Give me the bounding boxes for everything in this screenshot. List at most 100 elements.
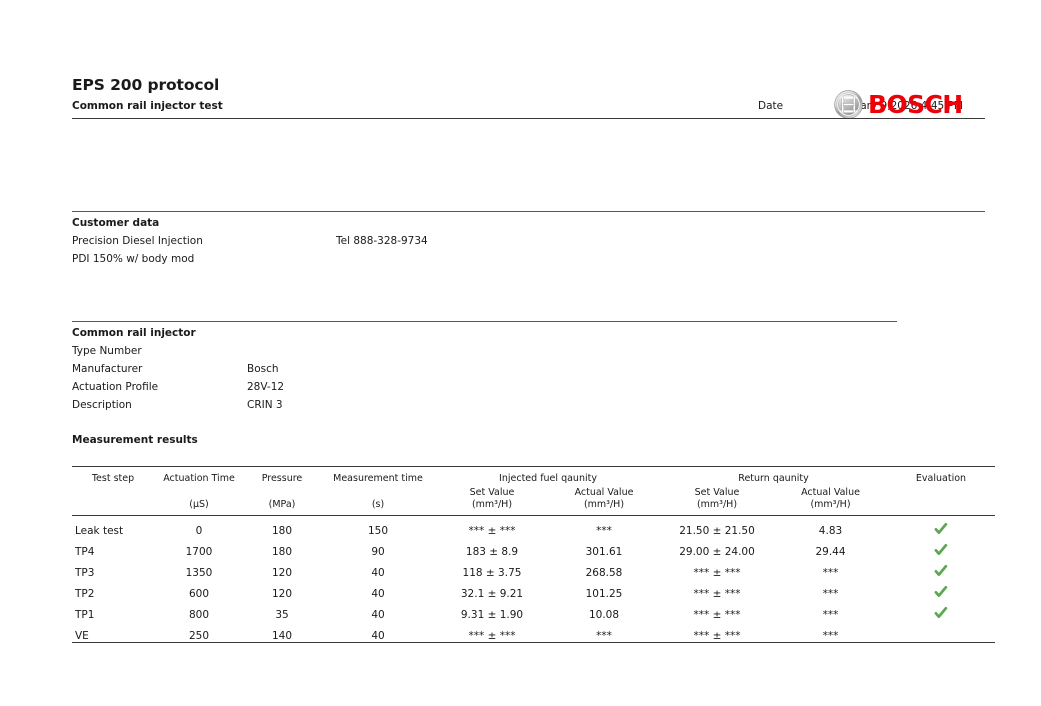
table-cell-measurement-time: 40 (371, 630, 385, 642)
table-row: VE 250 140 40 *** ± *** *** *** ± *** *** (72, 621, 995, 643)
bosch-wordmark: BOSCH (868, 89, 963, 119)
col-header-measurement-time: Measurement time (333, 473, 423, 484)
table-cell-measurement-time: 40 (371, 588, 385, 600)
table-cell-injected-set-value: 32.1 ± 9.21 (460, 588, 524, 600)
subheader-return-actual-value: Actual Value (mm³/H) (774, 487, 887, 516)
table-cell-test-step: TP3 (75, 567, 95, 579)
table-row: TP2 600 120 40 32.1 ± 9.21 101.25 *** ± *** *** (72, 579, 995, 600)
table-cell-return-actual-value: 4.83 (818, 525, 843, 537)
subheader-unit: (mm³/H) (810, 499, 851, 510)
pass-check-icon (934, 522, 948, 535)
subheader-unit: (mm³/H) (471, 499, 513, 510)
table-cell-return-actual-value: *** (822, 630, 839, 642)
subheader-injected-set-value: Set Value (mm³/H) (436, 487, 548, 516)
document-header: EPS 200 protocol Common rail injector te… (72, 76, 985, 119)
table-cell-pressure: 35 (275, 609, 289, 621)
table-cell-actuation-time: 600 (188, 588, 210, 600)
table-cell-evaluation (887, 537, 995, 558)
table-cell-evaluation (887, 579, 995, 600)
table-cell-test-step: VE (75, 630, 89, 642)
table-cell-injected-set-value: *** ± *** (468, 525, 516, 537)
table-group-header-row: Test step Actuation Time Pressure Measur… (72, 466, 995, 488)
table-unit-header-row: (µS) (MPa) (s) Set Value (mm³/H) Actual … (72, 487, 995, 516)
table-cell-injected-actual-value: *** (596, 630, 612, 642)
table-cell-pressure: 180 (271, 546, 293, 558)
col-header-actuation-time: Actuation Time (163, 473, 235, 484)
table-cell-return-set-value: 21.50 ± 21.50 (679, 525, 755, 537)
customer-telephone: Tel 888-328-9734 (336, 235, 428, 247)
table-cell-measurement-time: 150 (367, 525, 389, 537)
table-cell-injected-actual-value: 268.58 (585, 567, 623, 579)
injector-section-divider (72, 321, 897, 322)
bosch-armature-icon (834, 89, 863, 119)
table-cell-injected-actual-value: 101.25 (585, 588, 623, 600)
col-header-return-quantity: Return qaunity (738, 473, 809, 484)
table-cell-return-actual-value: *** (822, 609, 839, 621)
table-row: Leak test 0 180 150 *** ± *** *** 21.50 ± 21.5… (72, 516, 995, 538)
field-label: Manufacturer (72, 363, 143, 375)
document-subtitle: Common rail injector test (72, 100, 223, 112)
unit-pressure: (MPa) (268, 499, 296, 510)
col-header-test-step: Test step (91, 473, 135, 484)
field-label: Type Number (72, 345, 142, 357)
table-cell-pressure: 120 (271, 567, 293, 579)
subheader-return-set-value: Set Value (mm³/H) (660, 487, 774, 516)
header-divider (72, 118, 985, 119)
measurement-results-heading: Measurement results (72, 434, 198, 446)
subheader-injected-actual-value: Actual Value (mm³/H) (548, 487, 660, 516)
table-row: TP4 1700 180 90 183 ± 8.9 301.61 29.00 ± 24.00… (72, 537, 995, 558)
table-cell-test-step: Leak test (75, 525, 124, 537)
measurement-results-table: Test step Actuation Time Pressure Measur… (72, 466, 995, 643)
col-header-evaluation: Evaluation (915, 473, 967, 484)
header-subtitle-row: Common rail injector test Date Febuary 9… (72, 89, 985, 119)
field-value: CRIN 3 (247, 399, 283, 411)
injector-section: Common rail injector Type Number Manufac… (72, 324, 985, 414)
subheader-label: Actual Value (801, 487, 860, 498)
subheader-label: Set Value (694, 487, 740, 498)
customer-data-section: Customer data Precision Diesel Injection… (72, 214, 985, 268)
table-cell-injected-actual-value: 301.61 (585, 546, 623, 558)
unit-evaluation (887, 487, 995, 516)
table-cell-evaluation (887, 516, 995, 538)
table-cell-measurement-time: 40 (371, 567, 385, 579)
col-header-pressure: Pressure (261, 473, 303, 484)
table-cell-injected-actual-value: 10.08 (588, 609, 620, 621)
customer-name: Precision Diesel Injection (72, 235, 203, 247)
pass-check-icon (934, 543, 948, 556)
unit-test-step (72, 487, 154, 516)
subheader-unit: (mm³/H) (583, 499, 625, 510)
table-cell-injected-set-value: 183 ± 8.9 (465, 546, 519, 558)
customer-section-divider (72, 211, 985, 212)
col-header-injected-fuel-quantity: Injected fuel qaunity (499, 473, 597, 484)
field-label: Description (72, 399, 132, 411)
pass-check-icon (934, 585, 948, 598)
table-cell-test-step: TP4 (75, 546, 95, 558)
field-label: Actuation Profile (72, 381, 159, 393)
subheader-label: Actual Value (574, 487, 634, 498)
field-value: Bosch (247, 363, 279, 375)
customer-data-heading: Customer data (72, 217, 160, 229)
page-title: EPS 200 protocol (72, 76, 220, 94)
table-cell-return-actual-value: *** (822, 588, 839, 600)
injector-field-manufacturer: Manufacturer Bosch (72, 360, 985, 378)
injector-field-description: Description CRIN 3 (72, 396, 985, 414)
customer-note-row: PDI 150% w/ body mod (72, 250, 985, 268)
table-cell-return-actual-value: 29.44 (815, 546, 846, 558)
table-cell-actuation-time: 250 (188, 630, 210, 642)
table-cell-return-set-value: *** ± *** (693, 588, 741, 600)
injector-field-type-number: Type Number (72, 342, 985, 360)
table-cell-actuation-time: 1700 (185, 546, 213, 558)
date-value: Febuary 9,2026 4:45 PM (835, 100, 963, 112)
table-cell-injected-set-value: 9.31 ± 1.90 (460, 609, 524, 621)
table-cell-actuation-time: 800 (188, 609, 210, 621)
table-cell-measurement-time: 90 (371, 546, 385, 558)
table-cell-pressure: 140 (271, 630, 293, 642)
table-cell-actuation-time: 1350 (185, 567, 213, 579)
field-value: 28V-12 (247, 381, 285, 393)
injector-field-actuation-profile: Actuation Profile 28V-12 (72, 378, 985, 396)
injector-heading: Common rail injector (72, 327, 196, 339)
customer-note: PDI 150% w/ body mod (72, 253, 195, 265)
table-cell-test-step: TP1 (75, 609, 95, 621)
table-cell-injected-set-value: 118 ± 3.75 (462, 567, 522, 579)
